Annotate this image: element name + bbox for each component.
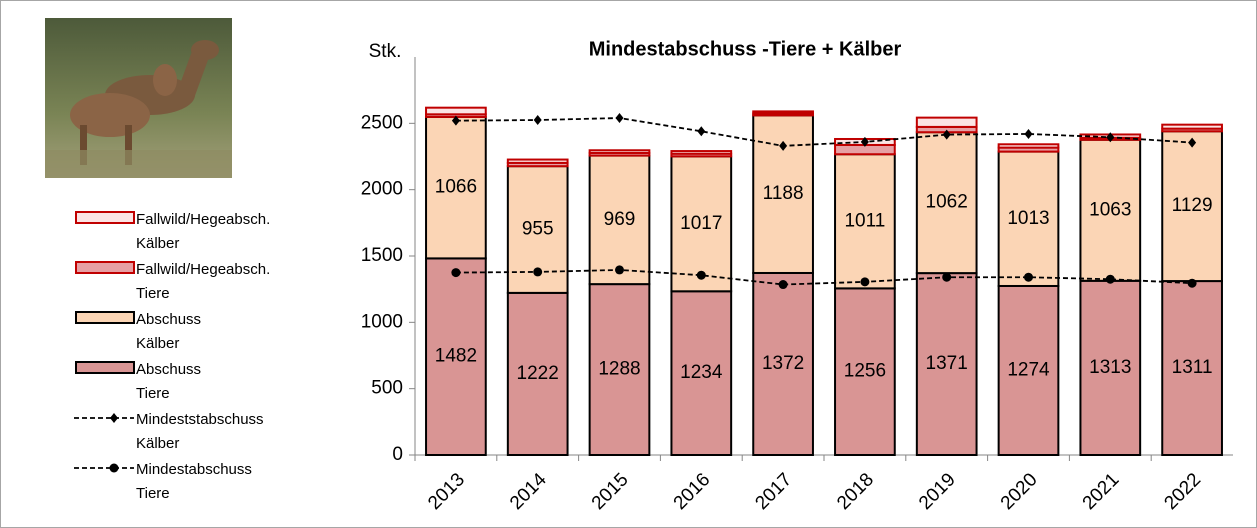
y-tick-label: 2000 (361, 179, 403, 200)
legend-label: Mindestabschuss Tiere (136, 458, 252, 506)
y-tick-label: 500 (371, 378, 403, 399)
x-tick-label: 2016 (670, 469, 715, 514)
data-label: 1013 (1007, 208, 1049, 229)
x-tick-label: 2022 (1160, 469, 1205, 514)
bar-segment (671, 151, 731, 154)
y-axis-label: Stk. (369, 41, 402, 62)
legend-symbol (72, 406, 136, 430)
bar-segment (590, 150, 650, 153)
marker (110, 464, 119, 473)
data-label: 1066 (435, 177, 477, 198)
x-tick-label: 2021 (1079, 469, 1124, 514)
chart-title: Mindestabschuss -Tiere + Kälber (589, 38, 902, 60)
bar-segment (999, 144, 1059, 147)
marker (534, 115, 542, 125)
data-label: 1256 (844, 361, 886, 382)
legend-entry: Abschuss Kälber (72, 306, 270, 356)
data-label: 1188 (763, 183, 804, 204)
data-label: 1011 (844, 210, 885, 231)
legend-symbol (72, 356, 136, 380)
marker (533, 267, 542, 276)
bar-segment (508, 160, 568, 163)
marker (942, 273, 951, 282)
data-label: 1017 (680, 213, 722, 234)
data-label: 1371 (926, 353, 968, 374)
marker (1024, 273, 1033, 282)
bar-segment (1162, 125, 1222, 129)
data-label: 1062 (926, 192, 968, 213)
legend-swatch (76, 312, 134, 323)
bar-segment (917, 118, 977, 127)
bar-segment (753, 111, 813, 113)
legend-entry: Fallwild/Hegeabsch. Tiere (72, 256, 270, 306)
data-label: 1274 (1007, 360, 1050, 381)
data-label: 1234 (680, 362, 723, 383)
photo (45, 18, 232, 178)
legend-swatch (76, 262, 134, 273)
marker (860, 277, 869, 286)
data-label: 1372 (762, 353, 804, 374)
data-label: 1482 (435, 346, 477, 367)
legend-entry: Mindestabschuss Tiere (72, 456, 270, 506)
legend-label: Mindeststabschuss Kälber (136, 408, 264, 456)
data-label: 1063 (1089, 199, 1131, 220)
data-label: 1313 (1089, 357, 1131, 378)
x-tick-label: 2014 (506, 469, 551, 514)
legend-swatch (76, 212, 134, 223)
legend-symbol (72, 306, 136, 330)
legend-entry: Abschuss Tiere (72, 356, 270, 406)
x-tick-label: 2020 (997, 469, 1042, 514)
marker (697, 271, 706, 280)
y-tick-label: 1000 (361, 311, 403, 332)
marker (1188, 279, 1197, 288)
marker (615, 265, 624, 274)
data-label: 1311 (1172, 357, 1213, 378)
marker (110, 413, 118, 423)
marker (779, 280, 788, 289)
legend-swatch (76, 362, 134, 373)
marker (616, 113, 624, 123)
data-label: 1222 (517, 363, 559, 384)
legend-entry: Fallwild/Hegeabsch. Kälber (72, 206, 270, 256)
legend-entry: Mindeststabschuss Kälber (72, 406, 270, 456)
x-tick-label: 2019 (915, 469, 960, 514)
bar-segment (426, 108, 486, 115)
y-tick-label: 1500 (361, 245, 403, 266)
y-tick-label: 0 (392, 444, 403, 465)
marker (451, 268, 460, 277)
x-tick-label: 2017 (751, 469, 796, 514)
marker (1106, 275, 1115, 284)
x-tick-label: 2018 (833, 469, 878, 514)
legend-label: Abschuss Tiere (136, 358, 201, 406)
data-label: 1129 (1172, 195, 1213, 216)
marker (1025, 129, 1033, 139)
legend-label: Fallwild/Hegeabsch. Tiere (136, 258, 270, 306)
marker (697, 126, 705, 136)
legend-symbol (72, 256, 136, 280)
data-label: 1288 (598, 359, 640, 380)
x-tick-label: 2013 (424, 469, 469, 514)
legend-label: Abschuss Kälber (136, 308, 201, 356)
page: Mindestabschuss -Tiere + Kälber Stk. 0 50… (0, 0, 1257, 528)
data-label: 955 (522, 219, 554, 240)
legend-symbol (72, 206, 136, 230)
x-tick-label: 2015 (588, 469, 633, 514)
legend-label: Fallwild/Hegeabsch. Kälber (136, 208, 270, 256)
y-tick-label: 2500 (361, 112, 403, 133)
data-label: 969 (604, 209, 636, 230)
legend-symbol (72, 456, 136, 480)
